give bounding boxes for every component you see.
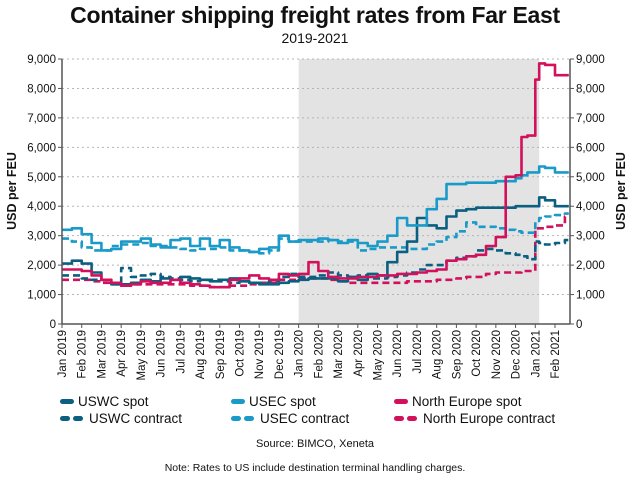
shaded-period — [298, 59, 540, 324]
legend-swatch — [60, 399, 74, 404]
legend-item-uswc-spot: USWC spot — [60, 394, 149, 409]
x-tick-label: Aug 2019 — [195, 330, 207, 379]
series-uswc-spot — [62, 196, 569, 286]
x-tick-label: Mar 2020 — [333, 330, 345, 379]
y-axis-title-right: USD per FEU — [614, 152, 628, 230]
legend-label: USWC contract — [89, 411, 183, 426]
legend-item-north-europe-spot: North Europe spot — [394, 394, 522, 409]
legend-swatch — [73, 416, 83, 421]
x-tick-label: May 2019 — [136, 330, 148, 381]
x-tick-label: Jun 2020 — [392, 330, 404, 377]
legend-swatch — [407, 416, 417, 421]
x-tick-label: Dec 2020 — [511, 330, 523, 379]
y-tick-label-left: 4,000 — [27, 201, 56, 213]
legend-item-usec-spot: USEC spot — [231, 394, 316, 409]
x-tick-label: Jul 2020 — [412, 330, 424, 373]
y-tick-label-right: 1,000 — [576, 290, 605, 302]
y-tick-label-left: 9,000 — [27, 54, 56, 66]
legend-swatch — [231, 399, 245, 404]
legend-item-north-europe-contract: North Europe contract — [394, 411, 555, 426]
line-chart: 0 0 1,000 1,000 2,000 2,000 3,000 3,000 4,000 4,0… — [5, 54, 628, 381]
x-tick-label: Apr 2019 — [116, 330, 128, 377]
y-tick-label-right: 6,000 — [576, 142, 605, 154]
x-tick-label: Jan 2021 — [530, 330, 542, 377]
legend-swatch — [244, 416, 254, 421]
x-tick-label: Oct 2020 — [471, 330, 483, 377]
legend-swatch — [231, 416, 241, 421]
y-tick-label-right: 4,000 — [576, 201, 605, 213]
y-tick-label-left: 2,000 — [27, 260, 56, 272]
footnote: Note: Rates to US include destination te… — [164, 462, 466, 474]
y-tick-label-left: 8,000 — [27, 83, 56, 95]
x-tick-label: Feb 2019 — [77, 330, 89, 379]
y-tick-label-right: 5,000 — [576, 172, 605, 184]
x-tick-label: Jun 2019 — [156, 330, 168, 377]
chart-title: Container shipping freight rates from Fa… — [70, 2, 560, 28]
x-tick-label: May 2020 — [373, 330, 385, 381]
x-tick-label: Dec 2019 — [274, 330, 286, 379]
legend-swatch — [394, 416, 404, 421]
legend-label: North Europe contract — [423, 411, 556, 426]
x-tick-label: Sep 2019 — [215, 330, 227, 379]
y-tick-label-right: 0 — [576, 319, 582, 331]
y-tick-label-right: 7,000 — [576, 113, 605, 125]
chart-subtitle: 2019-2021 — [281, 30, 349, 46]
series-usec-spot — [62, 165, 569, 254]
source-note: Source: BIMCO, Xeneta — [256, 438, 374, 450]
y-tick-label-right: 3,000 — [576, 231, 605, 243]
legend-label: USWC spot — [78, 394, 149, 409]
y-tick-label-right: 8,000 — [576, 83, 605, 95]
legend-label: USEC spot — [249, 394, 316, 409]
x-tick-label: Jan 2020 — [294, 330, 306, 377]
y-tick-label-left: 7,000 — [27, 113, 56, 125]
legend-label: North Europe spot — [412, 394, 522, 409]
x-tick-label: Sep 2020 — [451, 330, 463, 379]
y-tick-label-right: 2,000 — [576, 260, 605, 272]
y-tick-label-left: 0 — [50, 319, 56, 331]
legend-swatch — [394, 399, 408, 404]
y-tick-label-right: 9,000 — [576, 54, 605, 66]
x-tick-label: Jul 2019 — [175, 330, 187, 373]
x-tick-label: Nov 2020 — [491, 330, 503, 379]
series-north-europe-spot — [62, 62, 569, 289]
x-tick-label: Nov 2019 — [254, 330, 266, 379]
y-tick-label-left: 3,000 — [27, 231, 56, 243]
y-tick-label-left: 5,000 — [27, 172, 56, 184]
legend-item-uswc-contract: USWC contract — [60, 411, 182, 426]
y-tick-label-left: 6,000 — [27, 142, 56, 154]
legend-swatch — [60, 416, 70, 421]
x-tick-label: Jan 2019 — [57, 330, 69, 377]
x-tick-label: Oct 2019 — [234, 330, 246, 377]
y-axis-title-left: USD per FEU — [5, 152, 19, 230]
x-tick-label: Mar 2019 — [96, 330, 108, 379]
series-north-europe-contract — [62, 215, 569, 289]
x-tick-label: Apr 2020 — [353, 330, 365, 377]
x-tick-label: Feb 2020 — [313, 330, 325, 379]
series-uswc-contract — [62, 238, 569, 285]
y-tick-label-left: 1,000 — [27, 290, 56, 302]
x-tick-label: Aug 2020 — [432, 330, 444, 379]
legend-label: USEC contract — [260, 411, 350, 426]
x-tick-label: Feb 2021 — [550, 330, 562, 379]
legend-item-usec-contract: USEC contract — [231, 411, 349, 426]
